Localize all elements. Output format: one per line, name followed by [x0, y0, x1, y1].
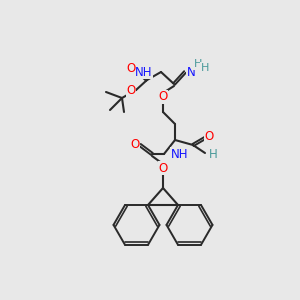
Text: O: O — [204, 130, 214, 143]
Text: O: O — [158, 161, 168, 175]
Text: NH: NH — [134, 65, 152, 79]
Text: N: N — [187, 65, 195, 79]
Text: H: H — [208, 148, 217, 160]
Text: O: O — [126, 85, 136, 98]
Text: H: H — [201, 63, 209, 73]
Text: O: O — [130, 137, 140, 151]
Text: O: O — [158, 91, 168, 103]
Text: O: O — [126, 62, 136, 76]
Text: H: H — [194, 59, 202, 69]
Text: NH: NH — [171, 148, 188, 160]
